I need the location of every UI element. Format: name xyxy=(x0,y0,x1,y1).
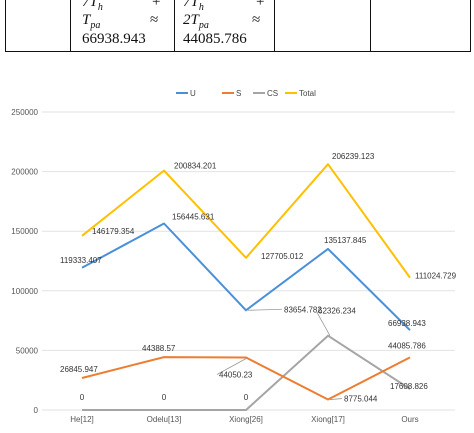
data-label-total-3: 206239.123 xyxy=(332,152,375,161)
x-tick-xiong-17-: Xiong[17] xyxy=(311,415,345,424)
data-label-u-2: 83654.782 xyxy=(284,305,322,314)
data-label-s-1: 44388.57 xyxy=(142,344,176,353)
series-line-cs xyxy=(82,334,411,411)
table-cell-col2-line1: 7Th xyxy=(183,0,204,13)
leader-line-cs-3 xyxy=(315,310,331,336)
data-label-s-4: 44085.786 xyxy=(388,341,426,350)
data-label-s-3: 8775.044 xyxy=(344,395,378,404)
table-col-divider-2 xyxy=(174,0,175,51)
table-fragment: 7Th + Tpa ≈ 66938.943 7Th + 2Tpa ≈ 44085… xyxy=(0,0,474,52)
y-tick-250000: 250000 xyxy=(11,108,38,117)
x-tick-ours: Ours xyxy=(401,415,418,424)
table-cell-col1-op1: + xyxy=(152,0,161,10)
data-label-u-4: 66938.943 xyxy=(388,319,426,328)
table-cell-col2-op2: ≈ xyxy=(252,12,261,28)
table-cell-col2-line2: 2Tpa xyxy=(183,12,209,31)
table-left-border xyxy=(5,0,6,51)
leader-line-u-2 xyxy=(247,308,283,311)
data-label-u-0: 119333.407 xyxy=(60,256,102,265)
legend-label-cs: CS xyxy=(267,89,278,98)
series-line-u xyxy=(81,222,411,331)
x-tick-he-12-: He[12] xyxy=(70,415,94,424)
data-label-u-1: 156445.631 xyxy=(172,213,215,222)
y-tick-50000: 50000 xyxy=(16,346,39,355)
data-label-cs-4: 17608.826 xyxy=(390,382,428,391)
x-tick-odelu-13-: Odelu[13] xyxy=(147,415,182,424)
table-cell-col2-value: 44085.786 xyxy=(183,31,247,47)
x-tick-xiong-26-: Xiong[26] xyxy=(229,415,263,424)
table-cell-col1-line1: 7Th xyxy=(82,0,103,13)
data-label-cs-2: 0 xyxy=(244,393,249,402)
legend-label-total: Total xyxy=(299,89,316,98)
table-col-divider-4 xyxy=(370,0,371,51)
table-cell-col1-value: 66938.943 xyxy=(82,31,146,47)
series-line-s xyxy=(81,356,411,401)
legend-label-u: U xyxy=(190,89,196,98)
table-col-divider-3 xyxy=(274,0,275,51)
data-label-total-2: 127705.012 xyxy=(261,252,304,261)
y-tick-150000: 150000 xyxy=(11,227,38,236)
legend-label-s: S xyxy=(236,89,241,98)
table-right-border xyxy=(470,0,471,51)
y-tick-200000: 200000 xyxy=(11,168,38,177)
table-cell-col2-op1: + xyxy=(256,0,265,10)
y-tick-100000: 100000 xyxy=(11,287,38,296)
data-label-cs-1: 0 xyxy=(162,393,167,402)
data-label-s-2: 44050.23 xyxy=(219,370,253,379)
leader-line-s-2 xyxy=(216,357,249,375)
data-label-total-0: 146179.354 xyxy=(92,227,135,236)
data-label-u-3: 135137.845 xyxy=(324,236,367,245)
table-cell-col1-op2: ≈ xyxy=(150,12,159,28)
table-bottom-border xyxy=(5,51,471,52)
data-label-total-1: 200834.201 xyxy=(174,162,217,171)
table-col-divider-1 xyxy=(70,0,71,51)
data-label-cs-3: 62326.234 xyxy=(318,307,356,316)
y-tick-0: 0 xyxy=(34,406,39,415)
series-line-total xyxy=(81,163,411,279)
data-label-total-4: 111024.729 xyxy=(415,272,457,281)
data-label-s-0: 26845.947 xyxy=(60,365,98,374)
data-label-cs-0: 0 xyxy=(80,393,85,402)
leader-line-s-3 xyxy=(329,398,343,400)
table-cell-col1-line2: Tpa xyxy=(82,12,101,31)
